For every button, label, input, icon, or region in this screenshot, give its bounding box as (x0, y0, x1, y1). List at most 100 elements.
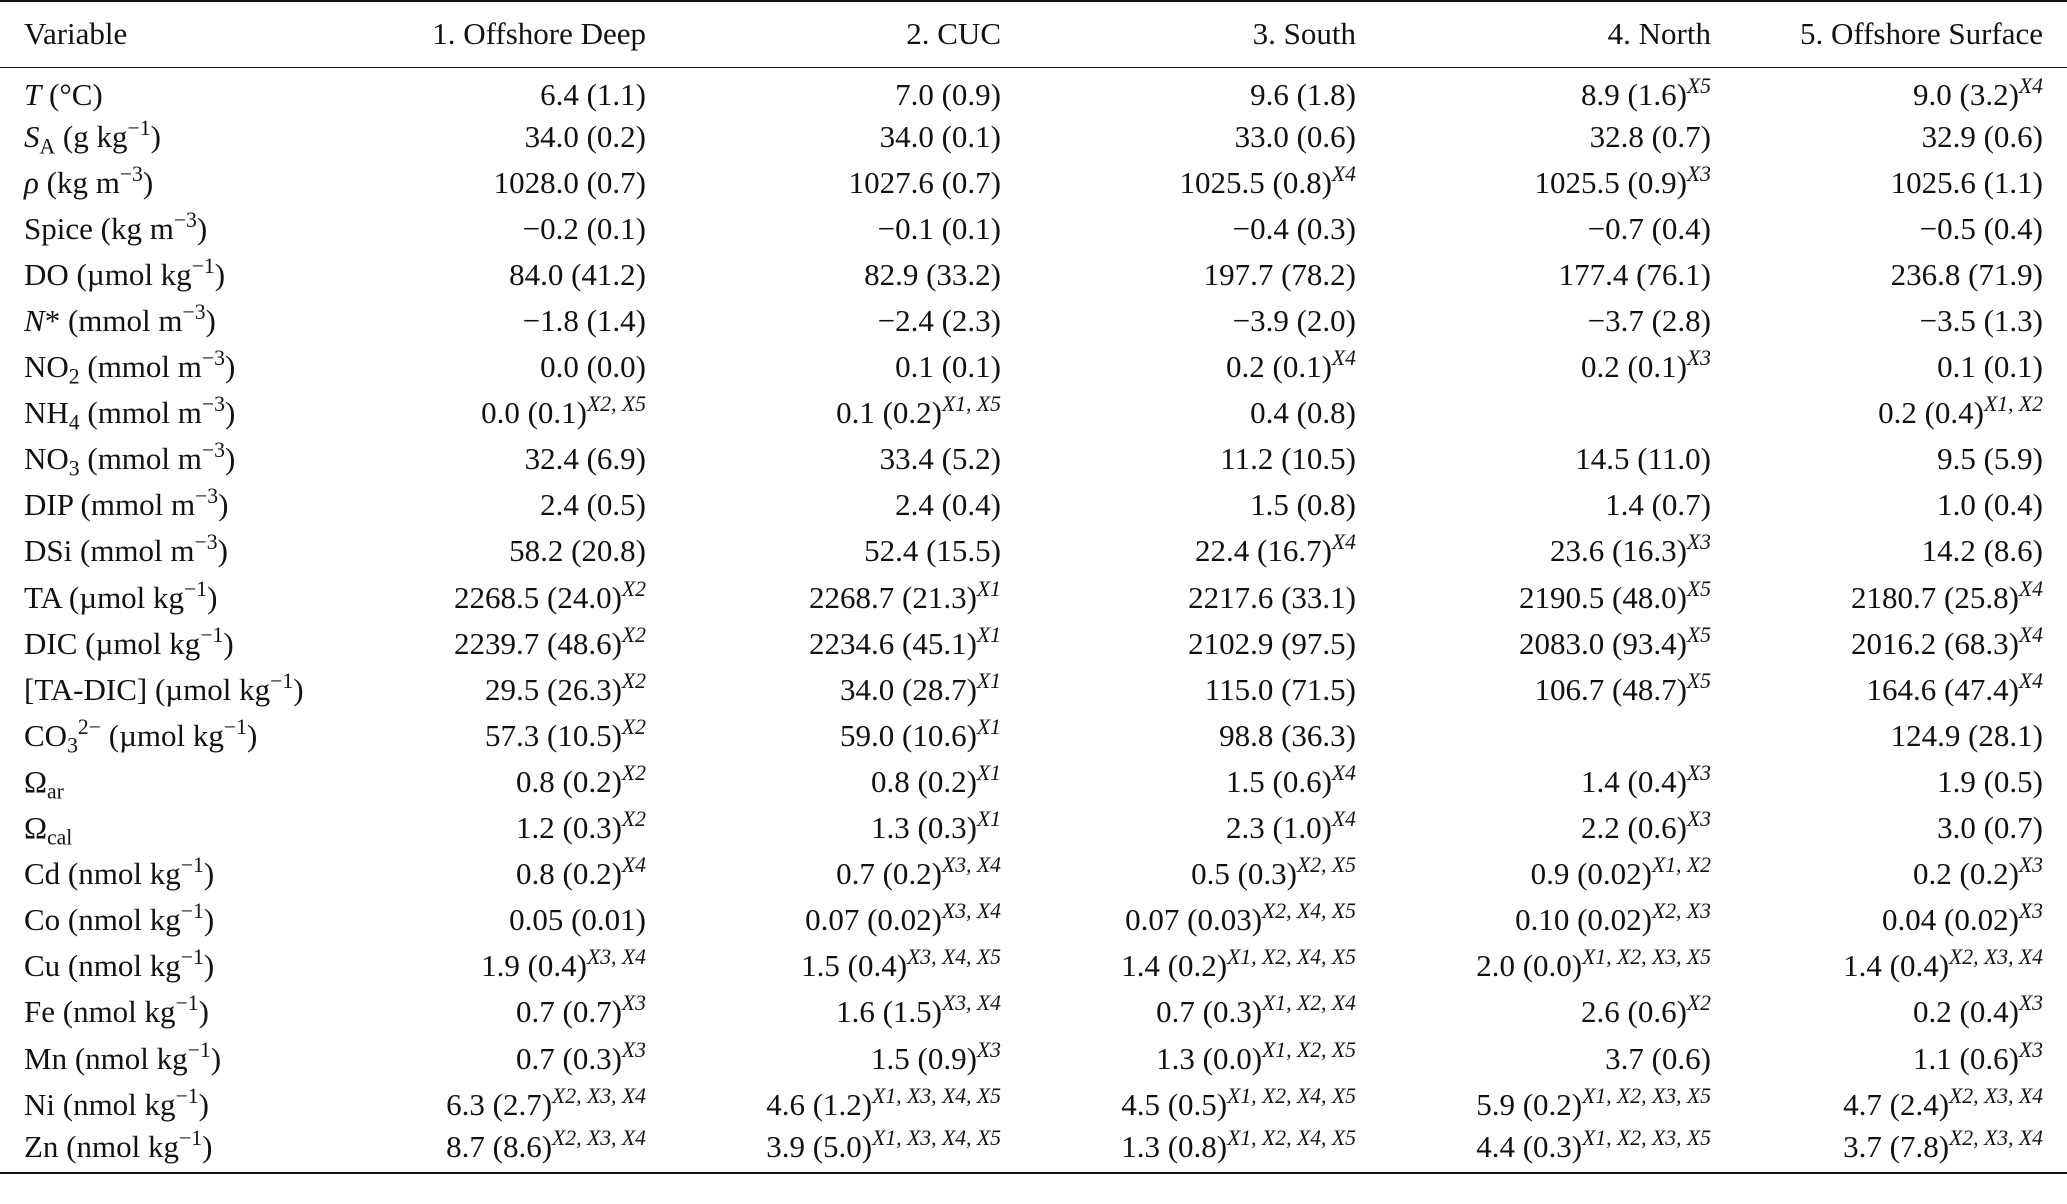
variable-label-part: (µmol kg (101, 717, 224, 753)
value-cell-cuc: 0.8 (0.2)X1 (670, 758, 1025, 804)
variable-label-part: (g kg (55, 118, 128, 154)
significance-superscript: X2, X3 (1651, 899, 1711, 924)
cell-value: 4.6 (1.2) (766, 1086, 873, 1122)
variable-label-part: −1 (187, 1037, 211, 1062)
significance-superscript: X5 (1686, 73, 1711, 98)
value-cell-south: 9.6 (1.8) (1025, 67, 1380, 113)
value-cell-south: 0.4 (0.8) (1025, 390, 1380, 436)
significance-superscript: X2 (621, 576, 646, 601)
cell-value: 2083.0 (93.4) (1519, 625, 1687, 661)
value-cell-south: 0.2 (0.1)X4 (1025, 344, 1380, 390)
significance-superscript: X1, X2, X3, X5 (1582, 1083, 1711, 1108)
value-cell-offshore-surface: 164.6 (47.4)X4 (1735, 666, 2067, 712)
cell-value: 0.2 (0.1) (1581, 349, 1687, 385)
variable-label-part: Ni (nmol kg (24, 1086, 176, 1122)
value-cell-offshore-deep: −1.8 (1.4) (365, 297, 670, 343)
value-cell-cuc: −2.4 (2.3) (670, 297, 1025, 343)
variable-label-part: −1 (175, 991, 199, 1016)
significance-superscript: X2, X5 (586, 392, 646, 417)
significance-superscript: X1, X2, X3, X5 (1582, 1126, 1711, 1151)
variable-label-part: ) (214, 256, 226, 292)
variable-label-part: ) (150, 118, 161, 154)
variable-label-part: Cu (nmol kg (24, 948, 181, 984)
cell-value: 3.7 (7.8) (1843, 1129, 1950, 1165)
cell-value: 14.2 (8.6) (1921, 533, 2043, 569)
cell-value: 1.9 (0.4) (481, 948, 587, 984)
cell-value: 58.2 (20.8) (509, 533, 646, 569)
significance-superscript: X2, X3, X4 (1949, 945, 2043, 970)
value-cell-offshore-deep: 2239.7 (48.6)X2 (365, 620, 670, 666)
variable-label-part: −1 (270, 668, 294, 693)
value-cell-offshore-surface: 14.2 (8.6) (1735, 528, 2067, 574)
variable-label-part: −3 (182, 300, 206, 325)
variable-cell: SA (g kg−1) (0, 113, 365, 159)
significance-superscript: X3 (2018, 853, 2043, 878)
value-cell-offshore-deep: 0.05 (0.01) (365, 897, 670, 943)
significance-superscript: X2 (621, 807, 646, 832)
significance-superscript: X3 (1686, 530, 1711, 555)
value-cell-north: 0.9 (0.02)X1, X2 (1380, 851, 1735, 897)
variable-cell: DIP (mmol m−3) (0, 482, 365, 528)
cell-value: 0.8 (0.2) (871, 763, 977, 799)
cell-value: 9.6 (1.8) (1250, 76, 1356, 112)
value-cell-north (1380, 712, 1735, 758)
variable-label-part: −3 (201, 346, 225, 371)
cell-value: 57.3 (10.5) (485, 717, 622, 753)
cell-value: 0.2 (0.4) (1878, 395, 1984, 431)
significance-superscript: X4 (1331, 761, 1356, 786)
significance-superscript: X3, X4 (586, 945, 646, 970)
value-cell-offshore-deep: 0.8 (0.2)X2 (365, 758, 670, 804)
variable-label-part: ) (217, 533, 228, 569)
variable-label-part: ) (224, 395, 236, 431)
variable-label-part: ) (198, 1086, 209, 1122)
table-row: Spice (kg m−3) −0.2 (0.1) −0.1 (0.1) −0.4 (… (0, 205, 2067, 251)
table-header: Variable 1. Offshore Deep 2. CUC 3. Sout… (0, 0, 2067, 68)
significance-superscript: X3 (1686, 346, 1711, 371)
cell-value: 14.5 (11.0) (1575, 441, 1711, 477)
variable-label-part: Ω (24, 810, 48, 846)
cell-value: 32.9 (0.6) (1921, 118, 2043, 154)
significance-superscript: X2, X3, X4 (1949, 1126, 2043, 1151)
value-cell-offshore-surface: 1.9 (0.5) (1735, 758, 2067, 804)
cell-value: 2.6 (0.6) (1581, 994, 1687, 1030)
variable-label-part: −3 (173, 207, 197, 232)
value-cell-cuc: 2.4 (0.4) (670, 482, 1025, 528)
value-cell-south: 1.4 (0.2)X1, X2, X4, X5 (1025, 943, 1380, 989)
cell-value: 9.0 (3.2) (1913, 76, 2019, 112)
value-cell-offshore-deep: 29.5 (26.3)X2 (365, 666, 670, 712)
significance-superscript: X3 (2018, 899, 2043, 924)
variable-label-part: ) (142, 164, 154, 200)
value-cell-north: 2.0 (0.0)X1, X2, X3, X5 (1380, 943, 1735, 989)
cell-value: 34.0 (0.1) (879, 118, 1001, 154)
significance-superscript: X2, X3, X4 (552, 1126, 646, 1151)
variable-cell: Co (nmol kg−1) (0, 897, 365, 943)
variable-cell: Spice (kg m−3) (0, 205, 365, 251)
significance-superscript: X4 (1331, 346, 1356, 371)
cell-value: 7.0 (0.9) (895, 76, 1001, 112)
cell-value: 1.4 (0.2) (1121, 948, 1228, 984)
variable-label-part: −3 (201, 438, 225, 463)
value-cell-offshore-surface: 2180.7 (25.8)X4 (1735, 574, 2067, 620)
significance-superscript: X3, X4 (941, 899, 1001, 924)
value-cell-cuc: 0.1 (0.2)X1, X5 (670, 390, 1025, 436)
cell-value: −0.5 (0.4) (1919, 210, 2043, 246)
variable-cell: TA (µmol kg−1) (0, 574, 365, 620)
value-cell-south: 0.5 (0.3)X2, X5 (1025, 851, 1380, 897)
cell-value: 34.0 (28.7) (840, 671, 977, 707)
variable-label-part: CO (24, 717, 68, 753)
variable-cell: Zn (nmol kg−1) (0, 1127, 365, 1175)
table-row: DSi (mmol m−3) 58.2 (20.8) 52.4 (15.5) 22.4… (0, 528, 2067, 574)
value-cell-north: 2.2 (0.6)X3 (1380, 805, 1735, 851)
value-cell-offshore-deep: 6.4 (1.1) (365, 67, 670, 113)
table-row: Ωar 0.8 (0.2)X2 0.8 (0.2)X1 1.5 (0.6)X4 1.4 … (0, 758, 2067, 804)
cell-value: 3.7 (0.6) (1605, 1040, 1711, 1076)
value-cell-cuc: 82.9 (33.2) (670, 251, 1025, 297)
cell-value: 0.7 (0.2) (836, 856, 942, 892)
significance-superscript: X1, X2, X4 (1262, 991, 1356, 1016)
table-row: DIC (µmol kg−1) 2239.7 (48.6)X2 2234.6 (45… (0, 620, 2067, 666)
table-row: DO (µmol kg−1) 84.0 (41.2) 82.9 (33.2) 197.… (0, 251, 2067, 297)
variable-label-part: Spice (kg m (24, 210, 174, 246)
variable-label-part: ρ (24, 164, 39, 200)
header-offshore-surface: 5. Offshore Surface (1735, 0, 2067, 68)
cell-value: 0.2 (0.2) (1913, 856, 2019, 892)
